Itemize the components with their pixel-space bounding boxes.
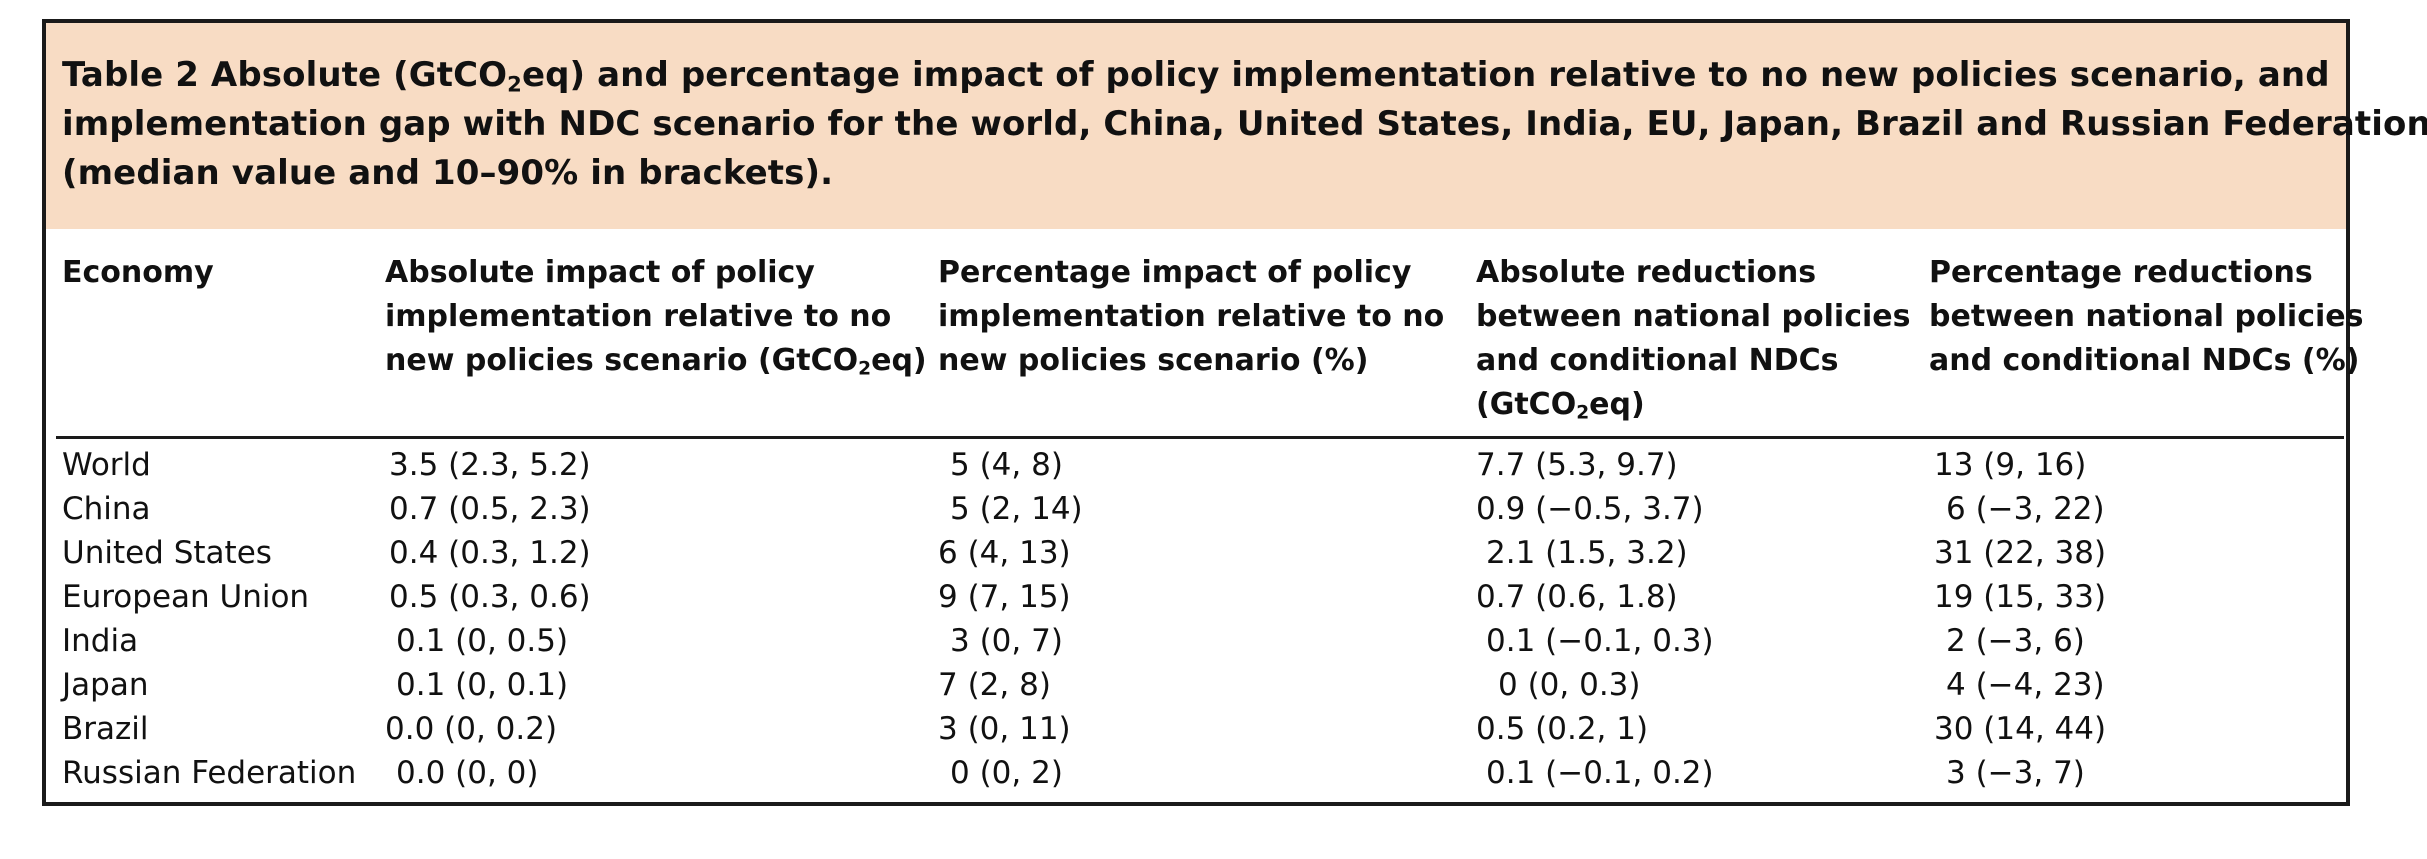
cell-abs-policy: 0.1 (0, 0.1) xyxy=(396,667,569,703)
cell-economy: Brazil xyxy=(62,711,149,747)
table-row: Brazil 0.0 (0, 0.2) 3 (0, 11) 0.5 (0.2, … xyxy=(46,707,2346,751)
caption-line-3: (median value and 10–90% in brackets). xyxy=(62,153,834,193)
cell-economy: India xyxy=(62,623,139,659)
caption-subscript: 2 xyxy=(507,71,522,97)
header-percentage-impact: Percentage impact of policy implementati… xyxy=(938,255,1445,378)
cell-abs-policy: 0.1 (0, 0.5) xyxy=(396,623,569,659)
cell-economy: Japan xyxy=(62,667,149,703)
cell-pct-policy: 5 (4, 8) xyxy=(950,447,1063,483)
cell-abs-ndc: 0.9 (−0.5, 3.7) xyxy=(1476,491,1704,527)
table-row: World 3.5 (2.3, 5.2) 5 (4, 8) 7.7 (5.3, … xyxy=(46,443,2346,487)
cell-pct-policy: 9 (7, 15) xyxy=(938,579,1071,615)
cell-economy: European Union xyxy=(62,579,310,615)
cell-pct-ndc: 2 (−3, 6) xyxy=(1946,623,2085,659)
table-row: Japan 0.1 (0, 0.1) 7 (2, 8) 0 (0, 0.3) 4… xyxy=(46,663,2346,707)
cell-abs-policy: 3.5 (2.3, 5.2) xyxy=(389,447,591,483)
cell-pct-ndc: 31 (22, 38) xyxy=(1934,535,2107,571)
cell-abs-ndc: 0.5 (0.2, 1) xyxy=(1476,711,1649,747)
cell-pct-policy: 3 (0, 11) xyxy=(938,711,1071,747)
cell-abs-policy: 0.0 (0, 0) xyxy=(396,755,539,791)
caption-text: eq) and percentage impact of policy impl… xyxy=(521,55,2330,95)
cell-pct-ndc: 13 (9, 16) xyxy=(1934,447,2087,483)
cell-abs-policy: 0.4 (0.3, 1.2) xyxy=(389,535,591,571)
cell-economy: Russian Federation xyxy=(62,755,357,791)
cell-abs-ndc: 2.1 (1.5, 3.2) xyxy=(1486,535,1688,571)
table-caption: Table 2 Absolute (GtCO2eq) and percentag… xyxy=(46,23,2427,229)
table-frame: Table 2 Absolute (GtCO2eq) and percentag… xyxy=(42,19,2427,806)
header-percentage-reductions: Percentage reductions between national p… xyxy=(1929,255,2364,378)
cell-abs-ndc: 0.1 (−0.1, 0.3) xyxy=(1486,623,1714,659)
cell-pct-ndc: 4 (−4, 23) xyxy=(1946,667,2105,703)
header-absolute-reductions: Absolute reductions between national pol… xyxy=(1476,255,1911,424)
cell-economy: World xyxy=(62,447,151,483)
cell-abs-policy: 0.0 (0, 0.2) xyxy=(385,711,558,747)
cell-abs-ndc: 0.7 (0.6, 1.8) xyxy=(1476,579,1678,615)
table-row: China 0.7 (0.5, 2.3) 5 (2, 14) 0.9 (−0.5… xyxy=(46,487,2346,531)
caption-line-1: Table 2 Absolute (GtCO2eq) and percentag… xyxy=(62,51,2330,100)
caption-text: Table 2 Absolute (GtCO xyxy=(62,55,508,95)
cell-pct-policy: 0 (0, 2) xyxy=(950,755,1063,791)
cell-pct-policy: 5 (2, 14) xyxy=(950,491,1083,527)
cell-pct-ndc: 30 (14, 44) xyxy=(1934,711,2107,747)
cell-abs-policy: 0.7 (0.5, 2.3) xyxy=(389,491,591,527)
cell-pct-ndc: 19 (15, 33) xyxy=(1934,579,2107,615)
cell-pct-ndc: 6 (−3, 22) xyxy=(1946,491,2105,527)
cell-pct-ndc: 3 (−3, 7) xyxy=(1946,755,2085,791)
cell-economy: United States xyxy=(62,535,272,571)
table-row: United States 0.4 (0.3, 1.2) 6 (4, 13) 2… xyxy=(46,531,2346,575)
table-row: Russian Federation 0.0 (0, 0) 0 (0, 2) 0… xyxy=(46,751,2346,795)
header-economy: Economy xyxy=(62,255,214,290)
cell-pct-policy: 7 (2, 8) xyxy=(938,667,1051,703)
cell-economy: China xyxy=(62,491,151,527)
cell-pct-policy: 6 (4, 13) xyxy=(938,535,1071,571)
cell-pct-policy: 3 (0, 7) xyxy=(950,623,1063,659)
table-row: European Union 0.5 (0.3, 0.6) 9 (7, 15) … xyxy=(46,575,2346,619)
cell-abs-ndc: 7.7 (5.3, 9.7) xyxy=(1476,447,1678,483)
cell-abs-policy: 0.5 (0.3, 0.6) xyxy=(389,579,591,615)
cell-abs-ndc: 0.1 (−0.1, 0.2) xyxy=(1486,755,1714,791)
header-absolute-impact: Absolute impact of policy implementation… xyxy=(385,255,927,380)
header-divider xyxy=(56,436,2344,439)
table-row: India 0.1 (0, 0.5) 3 (0, 7) 0.1 (−0.1, 0… xyxy=(46,619,2346,663)
cell-abs-ndc: 0 (0, 0.3) xyxy=(1498,667,1641,703)
caption-line-2: implementation gap with NDC scenario for… xyxy=(62,104,2427,144)
